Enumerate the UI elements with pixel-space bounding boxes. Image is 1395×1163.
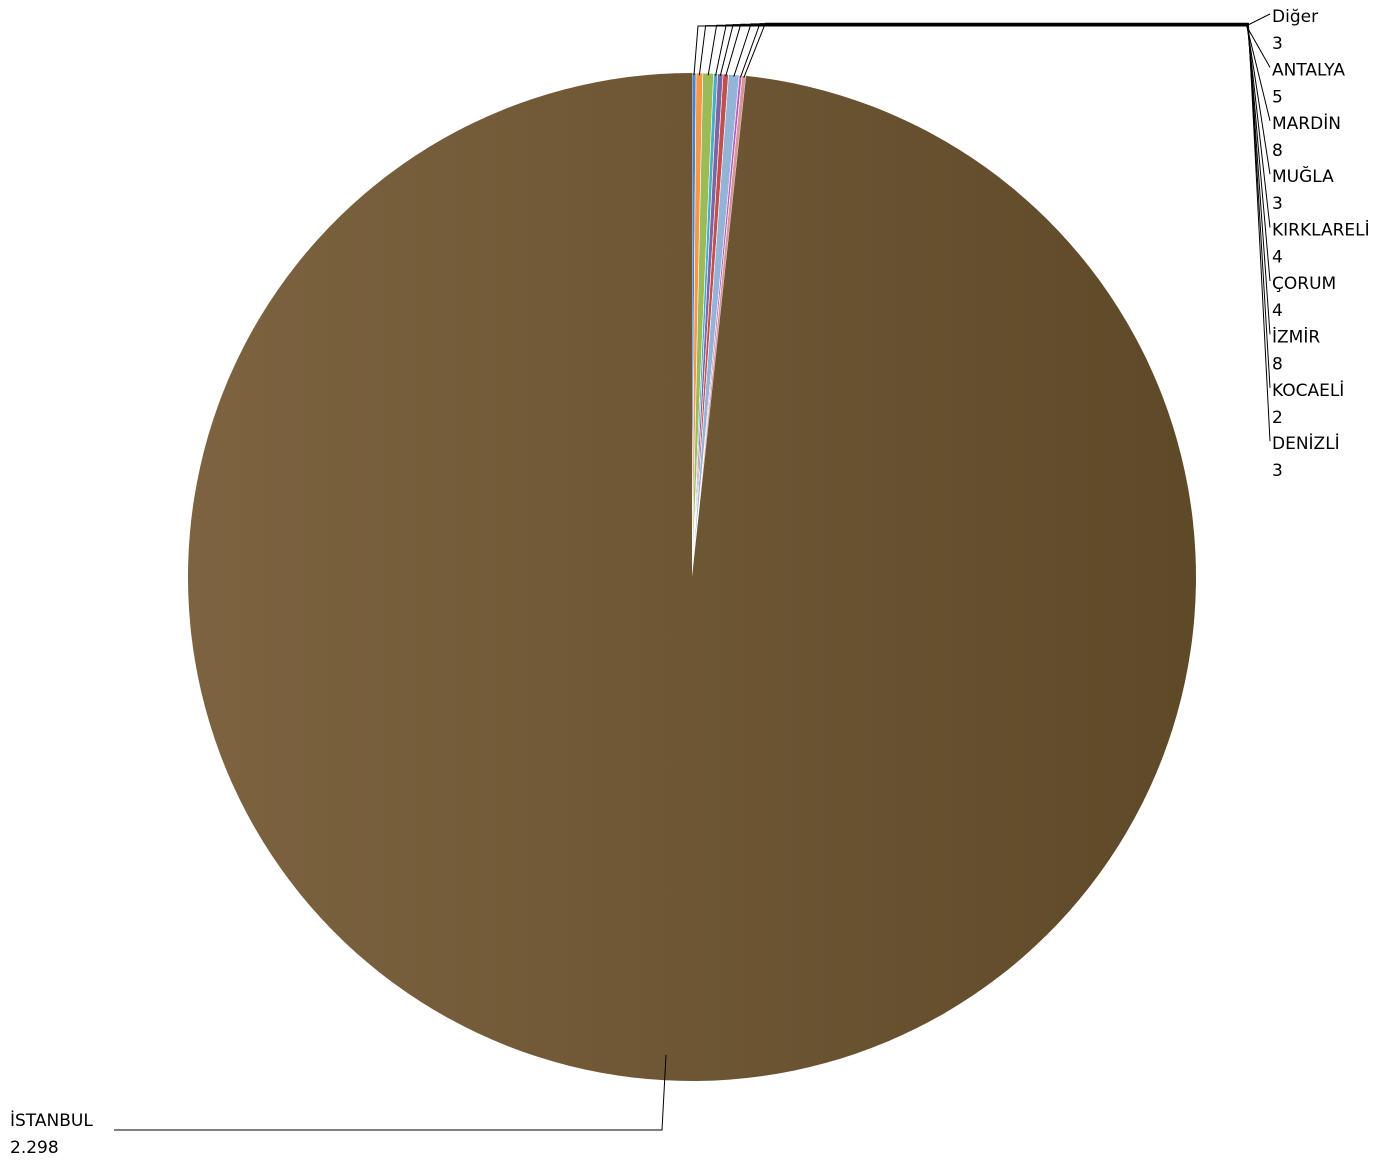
- slice-value-denizli: 3: [1272, 461, 1283, 481]
- slice-value-mugla: 3: [1272, 194, 1283, 214]
- slice-label-corum: ÇORUM: [1272, 274, 1336, 294]
- slice-labels: Diğer 3 ANTALYA 5 MARDİN 8 MUĞLA 3 KIRKLARELİ 4 ÇO…: [10, 7, 1370, 1158]
- slice-label-diger: Diğer: [1272, 7, 1318, 27]
- slice-label-mardin: MARDİN: [1272, 113, 1341, 134]
- pie-slice-istanbul: [187, 73, 1196, 1081]
- slice-value-antalya: 5: [1272, 87, 1283, 107]
- slice-label-istanbul: İSTANBUL: [10, 1110, 93, 1131]
- slice-label-kirklareli: KIRKLARELİ: [1272, 220, 1370, 241]
- leader-line-istanbul: [114, 1054, 667, 1131]
- slice-label-antalya: ANTALYA: [1272, 60, 1345, 80]
- slice-label-izmir: İZMİR: [1272, 326, 1320, 347]
- slice-label-kocaeli: KOCAELİ: [1272, 380, 1344, 401]
- slice-value-kirklareli: 4: [1272, 248, 1283, 268]
- slice-value-kocaeli: 2: [1272, 408, 1283, 428]
- slice-value-izmir: 8: [1272, 354, 1283, 374]
- leader-line-denizli: [743, 22, 1271, 442]
- slice-value-istanbul: 2.298: [10, 1138, 59, 1158]
- slice-label-mugla: MUĞLA: [1272, 165, 1334, 187]
- pie-slices: [187, 72, 1196, 1081]
- slice-value-mardin: 8: [1272, 141, 1283, 161]
- slice-value-diger: 3: [1272, 34, 1283, 54]
- slice-label-denizli: DENİZLİ: [1272, 433, 1340, 454]
- slice-value-corum: 4: [1272, 301, 1283, 321]
- leader-line-antalya: [698, 25, 1271, 76]
- leader-lines: [114, 13, 1271, 1131]
- pie-slice-denizli: [691, 75, 747, 578]
